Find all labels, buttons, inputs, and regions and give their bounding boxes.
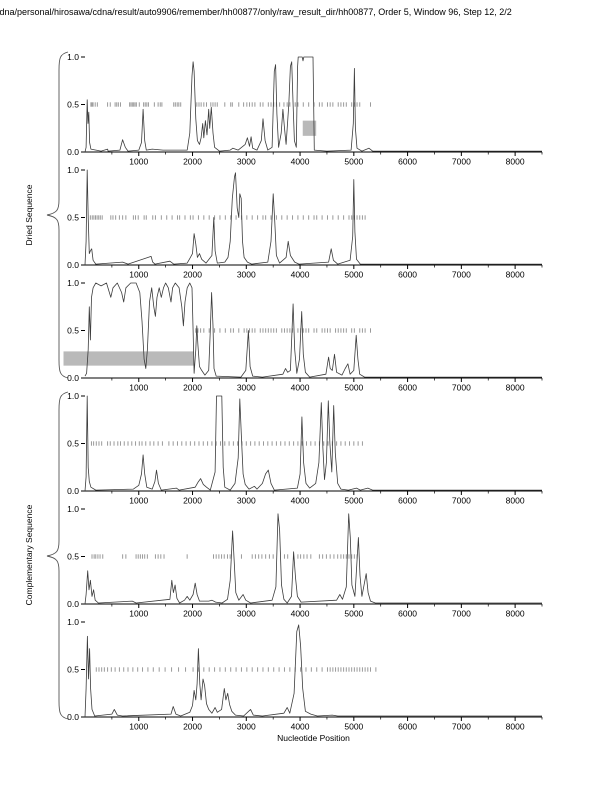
- x-tick-label: 7000: [452, 496, 471, 506]
- y-tick-label: 0.0: [67, 373, 79, 383]
- y-tick-label: 0.0: [67, 712, 79, 722]
- panel-dried-2: 1000 2000 3000 4000 5000 6000 7000 8000 1.0 0.5 0.…: [67, 165, 543, 280]
- signal-trace: [84, 169, 542, 266]
- x-tick-label: 3000: [237, 496, 256, 506]
- x-tick-label: 3000: [237, 609, 256, 619]
- x-tick-label: 5000: [344, 496, 363, 506]
- y-tick-label: 0.5: [67, 552, 79, 562]
- x-tick-label: 7000: [452, 609, 471, 619]
- x-tick-label: 8000: [506, 157, 525, 167]
- y-tick-label: 0.0: [67, 486, 79, 496]
- x-tick-label: 3000: [237, 383, 256, 393]
- x-tick-label: 6000: [398, 496, 417, 506]
- complementary-sequence-brace: [46, 391, 69, 720]
- x-tick-label: 4000: [291, 609, 310, 619]
- y-tick-label: 1.0: [67, 278, 79, 288]
- x-tick-label: 2000: [183, 722, 202, 732]
- x-tick-label: 8000: [506, 609, 525, 619]
- panel-complementary-2: 1000 2000 3000 4000 5000 6000 7000 8000 1.0 0.5 0.…: [67, 504, 543, 619]
- y-tick-label: 0.5: [67, 665, 79, 675]
- x-tick-label: 8000: [506, 496, 525, 506]
- x-tick-label: 5000: [344, 722, 363, 732]
- x-axis-title: Nucleotide Position: [277, 733, 350, 743]
- signal-trace: [84, 282, 542, 378]
- x-tick-label: 3000: [237, 157, 256, 167]
- y-tick-label: 0.5: [67, 439, 79, 449]
- x-tick-label: 6000: [398, 270, 417, 280]
- x-tick-label: 1000: [129, 157, 148, 167]
- highlight-region: [63, 351, 194, 366]
- x-tick-label: 4000: [291, 383, 310, 393]
- y-tick-label: 1.0: [67, 504, 79, 514]
- x-tick-label: 8000: [506, 270, 525, 280]
- x-tick-label: 2000: [183, 383, 202, 393]
- x-tick-label: 5000: [344, 157, 363, 167]
- x-tick-label: 4000: [291, 722, 310, 732]
- signal-trace: [84, 395, 542, 492]
- y-tick-label: 1.0: [67, 165, 79, 175]
- x-tick-label: 6000: [398, 383, 417, 393]
- x-tick-label: 6000: [398, 609, 417, 619]
- y-tick-label: 1.0: [67, 617, 79, 627]
- y-tick-label: 0.5: [67, 213, 79, 223]
- x-tick-label: 2000: [183, 609, 202, 619]
- y-tick-label: 0.5: [67, 100, 79, 110]
- x-tick-label: 7000: [452, 722, 471, 732]
- x-tick-label: 6000: [398, 157, 417, 167]
- panel-dried-3: 1000 2000 3000 4000 5000 6000 7000 8000 1.0 0.5 0.…: [63, 278, 543, 393]
- x-tick-label: 7000: [452, 157, 471, 167]
- x-tick-label: 1000: [129, 609, 148, 619]
- plot-title: cdna/personal/hirosawa/cdna/result/auto9…: [0, 7, 512, 17]
- x-tick-label: 5000: [344, 609, 363, 619]
- x-tick-label: 4000: [291, 270, 310, 280]
- x-tick-label: 5000: [344, 383, 363, 393]
- x-tick-label: 1000: [129, 722, 148, 732]
- signal-trace: [84, 513, 542, 605]
- signal-trace: [84, 56, 542, 153]
- x-tick-label: 2000: [183, 496, 202, 506]
- x-tick-label: 2000: [183, 270, 202, 280]
- dried-sequence-group-label: Dried Sequence: [24, 184, 34, 246]
- x-tick-label: 8000: [506, 383, 525, 393]
- y-tick-label: 1.0: [67, 391, 79, 401]
- y-tick-label: 1.0: [67, 52, 79, 62]
- panel-complementary-3: 1000 2000 3000 4000 5000 6000 7000 8000 1.0 0.5 0.…: [67, 617, 543, 732]
- dried-sequence-brace: [46, 51, 69, 379]
- panel-complementary-1: 1000 2000 3000 4000 5000 6000 7000 8000 1.0 0.5 0.…: [67, 391, 543, 506]
- x-tick-label: 1000: [129, 383, 148, 393]
- x-tick-label: 4000: [291, 157, 310, 167]
- x-tick-label: 7000: [452, 383, 471, 393]
- panel-dried-1: 1000 2000 3000 4000 5000 6000 7000 8000 1.0 0.5 0.…: [67, 52, 543, 167]
- x-tick-label: 3000: [237, 722, 256, 732]
- x-tick-label: 1000: [129, 270, 148, 280]
- highlight-region: [302, 120, 317, 136]
- y-tick-label: 0.0: [67, 260, 79, 270]
- x-tick-label: 4000: [291, 496, 310, 506]
- x-tick-label: 6000: [398, 722, 417, 732]
- signal-trace: [84, 624, 542, 718]
- x-tick-label: 8000: [506, 722, 525, 732]
- x-tick-label: 7000: [452, 270, 471, 280]
- x-tick-label: 2000: [183, 157, 202, 167]
- y-tick-label: 0.0: [67, 147, 79, 157]
- complementary-sequence-group-label: Complementary Sequence: [24, 504, 34, 606]
- y-tick-label: 0.5: [67, 326, 79, 336]
- x-tick-label: 3000: [237, 270, 256, 280]
- x-tick-label: 1000: [129, 496, 148, 506]
- x-tick-label: 5000: [344, 270, 363, 280]
- y-tick-label: 0.0: [67, 599, 79, 609]
